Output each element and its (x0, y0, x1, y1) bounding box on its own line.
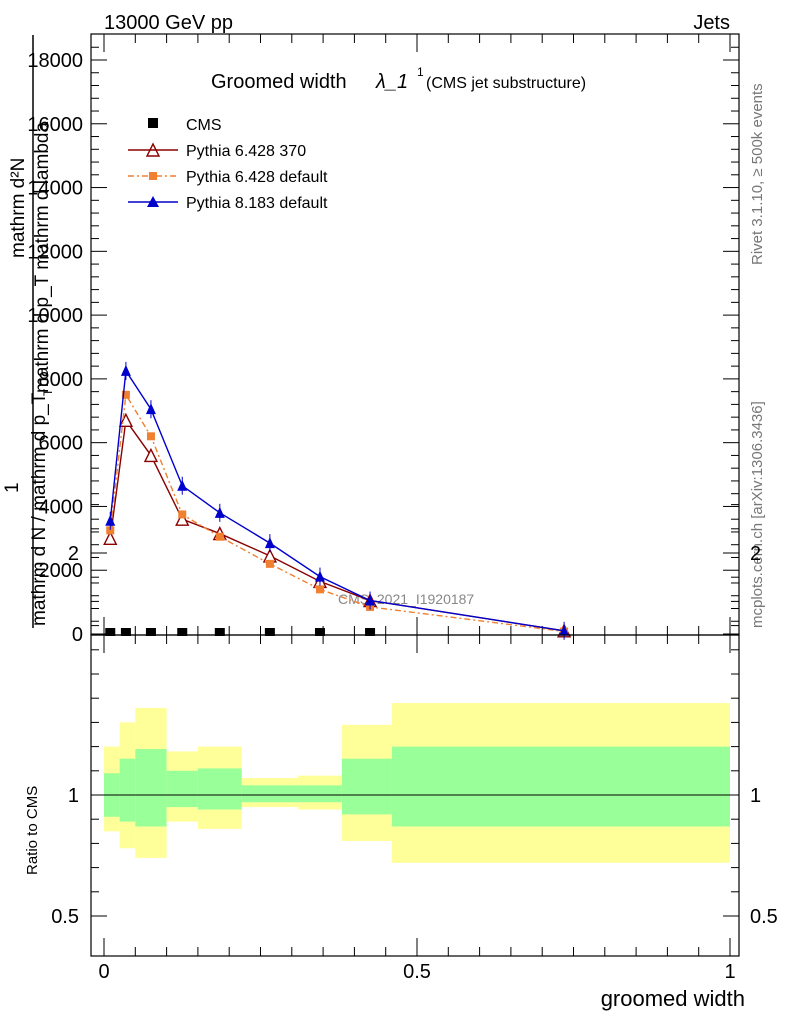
data-point-pythia6-370 (143, 447, 159, 463)
mcplots-label: mcplots.cern.ch [arXiv:1306.3436] (749, 401, 766, 628)
header-left-label: 13000 GeV pp (104, 12, 233, 34)
data-point-pythia6-default (121, 390, 130, 399)
main-y-tick-label: 10000 (27, 305, 83, 327)
ratio-panel: 0.5 0.51 12 2 0 0.5 1 Ratio to CMS groomed wi… (24, 504, 778, 1011)
title-main: Groomed width (211, 71, 347, 93)
main-y-ticks: 0 2000 4000 6000 8000 10000 12000 14000 16000 180… (27, 46, 739, 646)
main-y-tick-label: 8000 (39, 369, 84, 391)
data-point-pythia8 (214, 506, 225, 518)
ratio-y-tick-label: 0.5 (51, 906, 79, 928)
legend-marker-pythia8 (147, 196, 159, 207)
legend: CMS Pythia 6.428 370 Pythia 6.428 defaul… (128, 117, 328, 212)
data-point-cms (214, 628, 225, 636)
main-y-tick-label: 6000 (39, 433, 84, 455)
main-y-axis-label: mathrm d²N mathrm d p_T mathrm d lambda … (2, 35, 55, 628)
data-point-cms (264, 628, 275, 636)
legend-marker-pythia6-370 (145, 142, 161, 157)
ratio-band-inner (341, 758, 392, 815)
ratio-band-inner (197, 768, 242, 810)
main-y-tick-label: 18000 (27, 50, 83, 72)
header-right-label: Jets (693, 12, 730, 34)
ylabel-one: 1 (2, 482, 23, 493)
data-point-pythia6-370 (103, 530, 118, 546)
ratio-band-inner (119, 758, 136, 822)
ylabel-denominator: mathrm d p_T mathrm d lambda (32, 122, 53, 393)
data-point-pythia6-default (215, 532, 224, 541)
ratio-band-inner (391, 746, 730, 827)
data-point-pythia6-default (178, 510, 187, 519)
ylabel-numerator: mathrm d²N (8, 158, 29, 258)
data-point-cms (105, 628, 116, 636)
ratio-y-tick-label: 1 (68, 785, 79, 807)
main-y-tick-label: 2000 (39, 560, 84, 582)
x-tick-label: 0 (98, 961, 109, 983)
data-point-pythia8 (264, 537, 275, 549)
ratio-y-tick-label-right: 1 (750, 785, 761, 807)
data-point-cms (365, 628, 376, 636)
data-point-cms (177, 628, 188, 636)
title-superscript: 1 (417, 65, 424, 79)
ratio-bands (104, 703, 730, 863)
data-point-pythia8 (145, 403, 156, 415)
ratio-y-ticks: 0.5 0.5 1 1 2 2 (51, 504, 778, 928)
title-lambda: λ_1 (375, 71, 408, 93)
legend-label-pythia8: Pythia 8.183 default (186, 195, 328, 212)
main-panel: 0 2000 4000 6000 8000 10000 12000 14000 16000 180… (2, 33, 740, 646)
x-tick-label: 0.5 (403, 961, 431, 983)
ratio-band-inner (298, 785, 342, 803)
plot-title: Groomed width λ_1 1 (CMS jet substructur… (211, 65, 586, 93)
ratio-band-inner (241, 785, 299, 803)
legend-label-cms: CMS (186, 117, 222, 134)
data-point-pythia6-370 (175, 511, 190, 526)
ratio-y-tick-label: 2 (68, 543, 79, 565)
data-point-cms (145, 628, 156, 636)
legend-marker-cms (148, 118, 158, 128)
main-y-tick-label: 0 (72, 624, 83, 646)
data-point-pythia8 (559, 624, 570, 636)
ratio-y-tick-label-right: 0.5 (750, 906, 778, 928)
data-point-pythia8 (105, 514, 116, 526)
data-point-pythia6-default (315, 585, 324, 594)
ylabel-pt-subscript: T (41, 388, 55, 396)
legend-label-pythia6-default: Pythia 6.428 default (186, 169, 328, 186)
ratio-band-inner (135, 749, 167, 827)
main-y-tick-label: 14000 (27, 178, 83, 200)
data-point-pythia6-default (106, 526, 115, 535)
data-point-pythia6-default (146, 432, 155, 441)
main-y-tick-label: 4000 (39, 496, 84, 518)
data-point-pythia8 (177, 479, 188, 491)
analysis-watermark: CMS_2021_I1920187 (338, 591, 474, 607)
ylabel-dn-dpt: mathrm d N / mathrm d p_T (29, 392, 50, 626)
main-y-tick-label: 16000 (27, 114, 83, 136)
x-axis-label: groomed width (601, 986, 745, 1011)
data-point-pythia8 (120, 364, 131, 376)
legend-marker-pythia6-default (149, 172, 157, 180)
title-subtitle: (CMS jet substructure) (426, 75, 586, 92)
data-point-pythia8 (365, 594, 376, 606)
main-y-tick-label: 12000 (27, 241, 83, 263)
data-point-cms (314, 628, 325, 636)
ratio-y-tick-label-right: 2 (750, 543, 761, 565)
data-point-cms (120, 628, 131, 636)
ratio-band-inner (166, 770, 198, 808)
rivet-version-label: Rivet 3.1.10, ≥ 500k events (749, 83, 766, 265)
legend-label-pythia6-370: Pythia 6.428 370 (186, 143, 306, 160)
ratio-y-axis-label: Ratio to CMS (24, 786, 41, 875)
x-tick-label: 1 (724, 961, 735, 983)
data-point-pythia6-default (265, 559, 274, 568)
data-point-pythia8 (314, 570, 325, 582)
series-layer (103, 361, 572, 640)
ratio-x-ticks: 0 0.5 1 (98, 635, 736, 983)
